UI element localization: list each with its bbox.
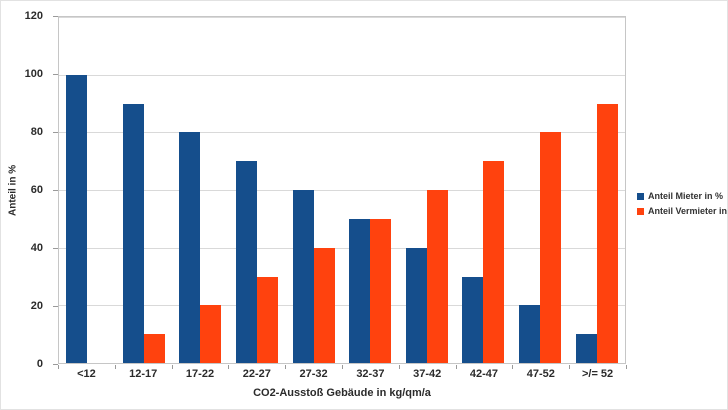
bar-group-32-37 bbox=[342, 17, 399, 363]
legend-label: Anteil Mieter in % bbox=[648, 191, 724, 201]
x-tick-label-<12: <12 bbox=[77, 368, 96, 380]
bar-anteil-vermieter-in-%-17-22 bbox=[200, 305, 222, 363]
y-tick-mark-100 bbox=[53, 74, 58, 75]
bar-group-37-42 bbox=[399, 17, 456, 363]
x-tick-mark-9 bbox=[569, 365, 571, 369]
y-tick-label-60: 60 bbox=[30, 184, 43, 196]
x-tick-label-17-22: 17-22 bbox=[185, 368, 215, 380]
y-tick-mark-120 bbox=[53, 16, 58, 17]
x-tick-mark-5 bbox=[342, 365, 343, 369]
x-tick-mark-2 bbox=[171, 365, 173, 369]
bar-anteil-mieter-in-%-47-52 bbox=[519, 305, 541, 363]
bar-anteil-mieter-in-%-12-17 bbox=[122, 103, 144, 363]
gridline-100 bbox=[59, 74, 625, 76]
bar-group-27-32 bbox=[285, 17, 342, 363]
gridline-40 bbox=[59, 247, 625, 249]
bar-anteil-vermieter-in-%-27-32 bbox=[313, 247, 335, 363]
x-tick-mark-6 bbox=[398, 365, 400, 369]
bar-anteil-mieter-in-%-37-42 bbox=[405, 247, 427, 363]
y-tick-label-0: 0 bbox=[36, 358, 43, 370]
x-tick-label-22-27: 22-27 bbox=[242, 368, 271, 380]
y-tick-label-40: 40 bbox=[30, 242, 43, 254]
x-tick-label-32-37: 32-37 bbox=[356, 368, 385, 380]
bar-anteil-mieter-in-%->/= 52 bbox=[575, 334, 597, 363]
bar-anteil-vermieter-in-%-12-17 bbox=[143, 334, 165, 363]
bar-group-42-47 bbox=[455, 17, 512, 363]
y-tick-mark-40 bbox=[53, 248, 58, 249]
bar-anteil-vermieter-in-%-42-47 bbox=[483, 161, 505, 363]
legend: Anteil Mieter in % Anteil Vermieter in % bbox=[637, 191, 728, 221]
bar-anteil-mieter-in-%-<12 bbox=[66, 74, 88, 363]
plot-area bbox=[58, 16, 626, 364]
y-tick-label-100: 100 bbox=[24, 68, 43, 80]
x-tick-label-47-52: 47-52 bbox=[526, 368, 555, 380]
gridline-80 bbox=[59, 132, 625, 134]
bar-anteil-mieter-in-%-32-37 bbox=[349, 218, 371, 363]
x-tick-mark-0 bbox=[58, 365, 59, 369]
x-tick-label-42-47: 42-47 bbox=[469, 368, 499, 380]
gridline-60 bbox=[59, 190, 625, 191]
bar-anteil-vermieter-in-%->/= 52 bbox=[596, 103, 618, 363]
y-tick-mark-20 bbox=[53, 306, 58, 307]
legend-item-anteil-mieter-in-%: Anteil Mieter in % bbox=[637, 191, 727, 201]
y-tick-label-80: 80 bbox=[30, 126, 43, 138]
y-tick-mark-80 bbox=[53, 132, 58, 133]
legend-swatch-icon bbox=[637, 207, 644, 215]
bar-anteil-mieter-in-%-27-32 bbox=[292, 190, 314, 363]
bar-group-12-17 bbox=[116, 17, 173, 363]
bar-group-<12 bbox=[59, 17, 116, 363]
x-tick-mark-3 bbox=[228, 365, 230, 369]
x-tick-mark-4 bbox=[285, 365, 287, 369]
y-tick-label-20: 20 bbox=[30, 300, 43, 312]
x-tick-label->/= 52: >/= 52 bbox=[581, 368, 614, 380]
legend-swatch-icon bbox=[637, 192, 644, 200]
y-tick-mark-0 bbox=[53, 364, 58, 365]
y-tick-mark-60 bbox=[53, 190, 58, 191]
bar-group-22-27 bbox=[229, 17, 286, 363]
bar-anteil-vermieter-in-%-47-52 bbox=[540, 132, 562, 363]
x-tick-mark-10 bbox=[626, 365, 627, 369]
bar-group->/= 52 bbox=[568, 17, 625, 363]
legend-item-anteil-vermieter-in-%: Anteil Vermieter in % bbox=[637, 206, 728, 216]
gridline-120 bbox=[59, 17, 625, 18]
bar-anteil-vermieter-in-%-32-37 bbox=[370, 218, 392, 363]
bar-group-17-22 bbox=[172, 17, 229, 363]
bar-anteil-vermieter-in-%-22-27 bbox=[257, 276, 279, 363]
x-tick-mark-8 bbox=[512, 365, 514, 369]
x-tick-mark-1 bbox=[114, 365, 116, 369]
y-tick-label-120: 120 bbox=[24, 10, 43, 22]
bar-groups bbox=[59, 17, 625, 363]
y-axis: 0 20 40 60 80 100 120 bbox=[1, 10, 51, 370]
bar-anteil-mieter-in-%-42-47 bbox=[462, 276, 484, 363]
bar-group-47-52 bbox=[512, 17, 569, 363]
bar-anteil-mieter-in-%-17-22 bbox=[179, 132, 201, 363]
gridline-20 bbox=[59, 305, 625, 307]
x-tick-label-12-17: 12-17 bbox=[129, 368, 158, 380]
bar-anteil-mieter-in-%-22-27 bbox=[236, 161, 258, 363]
bar-anteil-vermieter-in-%-37-42 bbox=[426, 190, 448, 363]
x-tick-label-37-42: 37-42 bbox=[413, 368, 442, 380]
x-axis: <12 12-17 17-22 22-27 27-32 32-37 37-42 42-47 47… bbox=[58, 368, 626, 380]
x-axis-title: CO2-Ausstoß Gebäude in kg/qm/a bbox=[253, 387, 431, 399]
x-tick-mark-7 bbox=[455, 365, 457, 369]
legend-label: Anteil Vermieter in % bbox=[648, 206, 728, 216]
x-tick-label-27-32: 27-32 bbox=[299, 368, 328, 380]
